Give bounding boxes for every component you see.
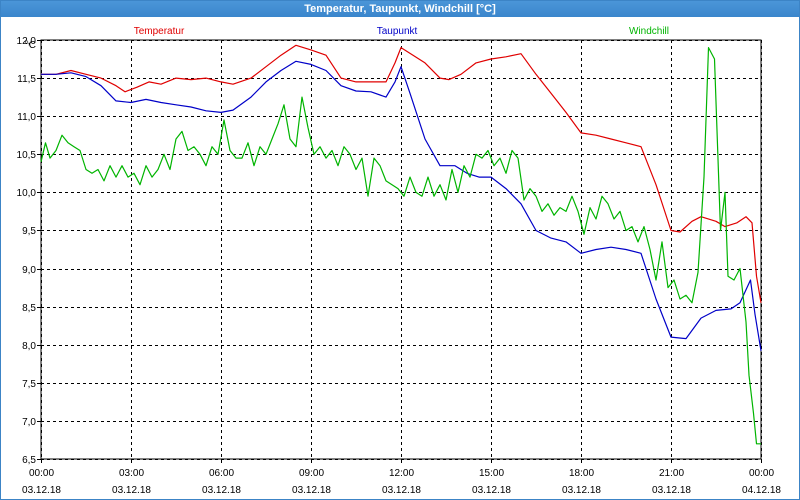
legend-label-taupunkt: Taupunkt	[377, 26, 418, 37]
y-tick-label: 10,5	[17, 150, 37, 161]
x-tick-time-label: 21:00	[659, 468, 684, 479]
y-tick-label: 11,5	[17, 74, 36, 85]
x-tick-date-label: 03.12.18	[382, 485, 421, 496]
y-tick-label: 10,0	[17, 188, 37, 199]
x-tick-date-label: 03.12.18	[562, 485, 601, 496]
y-tick-label: 6,5	[22, 455, 36, 466]
x-tick-time-label: 12:00	[389, 468, 414, 479]
x-tick-time-label: 00:00	[29, 468, 54, 479]
series-line-temperatur	[41, 44, 762, 303]
series-lines	[40, 44, 762, 445]
x-tick-time-label: 03:00	[119, 468, 144, 479]
x-tick-time-label: 18:00	[569, 468, 594, 479]
y-tick-label: 12,0	[17, 36, 37, 47]
y-tick-label: 8,0	[22, 341, 36, 352]
series-line-windchill	[40, 47, 761, 445]
axes: 12,0 11,5 11,0 10,5 10,0 9,5 9,0 8,5 8,0 7,5 7,0 6,…	[17, 36, 782, 496]
legend-label-temperatur: Temperatur	[134, 26, 185, 37]
x-tick-date-label: 04.12.18	[742, 485, 781, 496]
x-tick-time-label: 00:00	[749, 468, 774, 479]
x-tick-time-label: 15:00	[479, 468, 504, 479]
y-tick-label: 7,5	[22, 379, 36, 390]
y-tick-label: 7,0	[22, 417, 36, 428]
y-tick-label: 9,0	[22, 265, 36, 276]
x-tick-date-label: 03.12.18	[652, 485, 691, 496]
grid	[41, 40, 762, 460]
x-tick-date-label: 03.12.18	[112, 485, 151, 496]
y-unit-label: °C	[25, 40, 36, 51]
window-title: Temperatur, Taupunkt, Windchill [°C]	[1, 1, 799, 17]
x-tick-date-label: 03.12.18	[472, 485, 511, 496]
x-tick-date-label: 03.12.18	[202, 485, 241, 496]
x-tick-date-label: 03.12.18	[22, 485, 61, 496]
y-tick-label: 11,0	[17, 112, 36, 123]
y-tick-label: 9,5	[22, 226, 36, 237]
x-tick-time-label: 09:00	[299, 468, 324, 479]
legend: Temperatur Taupunkt Windchill	[134, 26, 669, 37]
legend-label-windchill: Windchill	[629, 26, 669, 37]
series-line-taupunkt	[41, 60, 762, 351]
x-tick-date-label: 03.12.18	[292, 485, 331, 496]
x-tick-time-label: 06:00	[209, 468, 234, 479]
y-tick-label: 8,5	[22, 303, 36, 314]
